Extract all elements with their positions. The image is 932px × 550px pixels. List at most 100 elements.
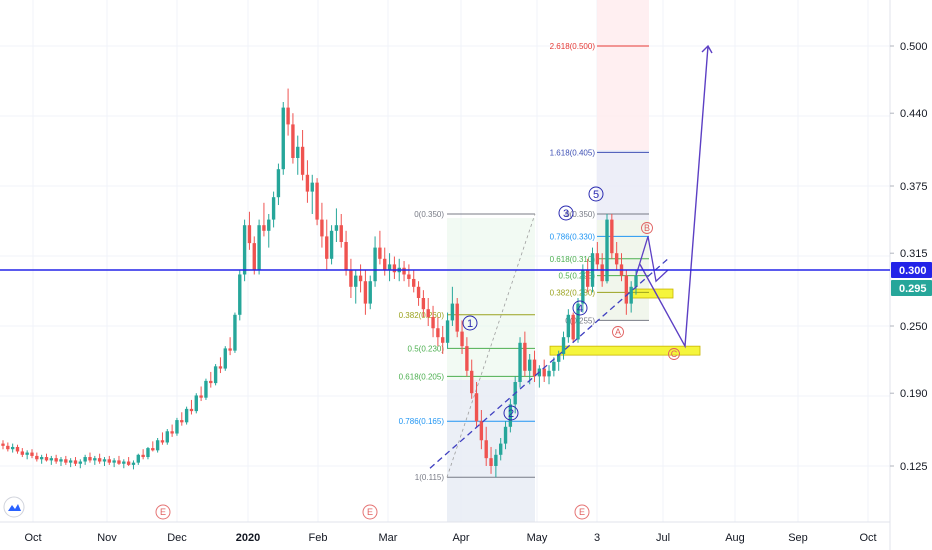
candle xyxy=(233,312,237,353)
candle-body xyxy=(49,458,54,461)
earnings-label: E xyxy=(579,507,585,517)
fib-level-label: 0.786(0.165) xyxy=(399,417,445,426)
candle xyxy=(281,102,285,175)
target-zone[interactable] xyxy=(549,345,701,356)
candle-body xyxy=(180,420,184,423)
candle-body xyxy=(566,314,571,338)
candle xyxy=(97,453,102,464)
earnings-marker-icon[interactable] xyxy=(362,504,378,520)
fib-level-label: 0(0.255) xyxy=(565,316,595,325)
trend-drawings[interactable]: 1 2 3 4 5 A B C E E E xyxy=(155,44,713,520)
x-tick-label: Sep xyxy=(788,532,808,544)
candle xyxy=(479,410,484,450)
candle-body xyxy=(204,380,208,398)
candle-body xyxy=(242,225,247,275)
candle xyxy=(117,455,121,465)
fibonacci-tools[interactable]: 0(0.350) 0.382(0.260) 0.5(0.230) 0.618(0.20… xyxy=(399,42,649,482)
candle xyxy=(339,214,343,248)
candle xyxy=(20,448,25,458)
candle-body xyxy=(412,278,416,287)
candle xyxy=(325,219,329,270)
candle xyxy=(474,382,479,427)
candle-body xyxy=(532,359,537,377)
candle xyxy=(561,331,566,360)
candle xyxy=(218,357,223,374)
candle-body xyxy=(64,459,68,463)
candle xyxy=(489,446,493,474)
candle-body xyxy=(271,197,276,220)
candle xyxy=(431,305,435,338)
wave-circle xyxy=(503,405,519,421)
fib-level-label: 0.382(0.280) xyxy=(550,288,596,297)
candle-body xyxy=(552,361,556,371)
earnings-marker-icon[interactable] xyxy=(155,504,171,520)
candle xyxy=(344,230,348,276)
abc-label: A xyxy=(615,327,621,337)
candle xyxy=(378,230,382,265)
candle-body xyxy=(634,275,638,287)
fib-extension-label: 2.618(0.500) xyxy=(550,42,596,51)
y-tick-label: 0.500 xyxy=(900,41,928,53)
candle xyxy=(610,214,614,259)
candle-body xyxy=(581,270,585,304)
candle xyxy=(141,449,145,460)
y-axis[interactable]: 0.500 0.440 0.375 0.315 0.250 0.190 0.125 xyxy=(890,41,928,473)
candle xyxy=(238,270,242,321)
candle xyxy=(267,214,271,248)
candle-body xyxy=(39,457,44,460)
candle xyxy=(184,406,189,425)
candle-body xyxy=(199,395,203,398)
candle xyxy=(155,438,160,453)
candle xyxy=(25,450,29,460)
wave-circle xyxy=(572,300,588,316)
wave-label: 3 xyxy=(563,208,569,220)
candle xyxy=(228,337,232,356)
candle xyxy=(329,225,334,265)
candle xyxy=(614,242,619,270)
dashed-trendline[interactable] xyxy=(429,258,669,469)
candle-body xyxy=(470,370,474,394)
candle-body xyxy=(59,459,63,462)
x-axis[interactable]: Oct Nov Dec 2020 Feb Mar Apr May 3 Jul Aug Sep Oct xyxy=(24,532,876,544)
candle xyxy=(189,399,194,415)
candle-body xyxy=(73,460,78,464)
fib-level-label: 0.5(0.230) xyxy=(408,344,445,353)
projection-path-main[interactable] xyxy=(639,45,709,349)
wave-label: 1 xyxy=(467,318,473,330)
candle-body xyxy=(107,459,111,463)
candle-body xyxy=(1,443,5,446)
candle-body xyxy=(83,457,87,462)
candle xyxy=(88,452,92,463)
candle-body xyxy=(68,460,73,463)
candle xyxy=(122,459,126,469)
candle-body xyxy=(170,431,174,434)
candle xyxy=(358,264,363,293)
candle-body xyxy=(629,286,633,304)
fib-trend-line xyxy=(446,213,536,478)
tradingview-logo-icon[interactable] xyxy=(3,496,25,518)
wave-label: 2 xyxy=(508,408,514,420)
candle-body xyxy=(257,225,261,270)
projection-path-small[interactable] xyxy=(635,236,669,283)
earnings-marker-icon[interactable] xyxy=(574,504,590,520)
candle xyxy=(537,365,542,388)
abc-circle xyxy=(641,222,653,234)
candle xyxy=(30,449,34,459)
candle xyxy=(54,454,58,464)
candle xyxy=(436,317,440,347)
candle xyxy=(44,453,49,462)
candle-body xyxy=(571,314,575,340)
x-tick-label: Oct xyxy=(24,532,41,544)
candle xyxy=(542,359,546,382)
candle xyxy=(131,460,136,470)
candle-body xyxy=(315,182,319,220)
y-tick-label: 0.190 xyxy=(900,388,928,400)
candle xyxy=(508,398,513,433)
candle-body xyxy=(102,459,107,462)
y-tick-label: 0.125 xyxy=(900,461,928,473)
candle xyxy=(585,258,590,293)
price-tag-label: 0.300 xyxy=(899,265,927,277)
candle xyxy=(15,444,20,454)
candle-body xyxy=(44,457,49,461)
